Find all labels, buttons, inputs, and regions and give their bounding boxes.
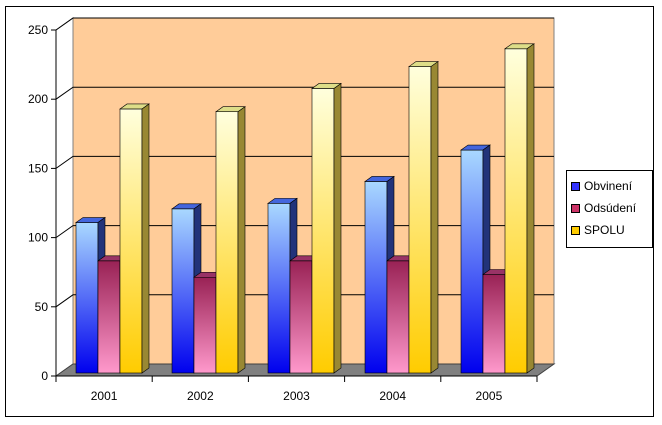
y-tick-label: 0 [41, 369, 48, 383]
bar [289, 260, 313, 374]
x-tick-label: 2003 [283, 389, 310, 403]
bar [193, 276, 217, 374]
legend-label: SPOLU [584, 223, 625, 237]
legend-item-spolu: SPOLU [571, 219, 652, 241]
legend-item-odsudeni: Odsúdení [571, 197, 652, 219]
y-tick-label: 200 [28, 92, 48, 106]
chart-side-wall [55, 17, 74, 377]
bar [408, 66, 432, 374]
bar [215, 111, 239, 374]
bar [97, 260, 121, 374]
legend-label: Odsúdení [584, 201, 637, 215]
x-tick-label: 2004 [379, 389, 406, 403]
legend-item-obvineni: Obvinení [571, 175, 652, 197]
chart-legend: Obvinení Odsúdení SPOLU [566, 170, 653, 248]
gridline [55, 17, 554, 31]
y-tick-label: 150 [28, 161, 48, 175]
y-tick-label: 100 [28, 231, 48, 245]
bar [171, 208, 195, 374]
bar [311, 88, 335, 374]
bar-side [141, 103, 150, 374]
bar-side [526, 43, 535, 374]
y-tick-label: 50 [35, 300, 49, 314]
bar-side [237, 106, 246, 374]
bar [482, 274, 506, 374]
x-tick-label: 2001 [91, 389, 118, 403]
legend-swatch-magenta [571, 203, 580, 213]
legend-swatch-blue [571, 181, 580, 191]
bar-side [430, 60, 439, 374]
bar [364, 181, 388, 374]
legend-label: Obvinení [584, 179, 633, 193]
bar [386, 260, 410, 374]
gridline [55, 155, 554, 169]
gridline [55, 86, 554, 100]
x-tick-label: 2002 [187, 389, 214, 403]
bar [460, 149, 484, 374]
bar [119, 108, 143, 374]
y-tick-label: 250 [28, 23, 48, 37]
legend-swatch-yellow [571, 225, 580, 235]
bar [75, 222, 99, 374]
bar-side [333, 82, 342, 374]
x-tick-label: 2005 [476, 389, 503, 403]
bar [504, 48, 528, 374]
bar [267, 203, 291, 374]
